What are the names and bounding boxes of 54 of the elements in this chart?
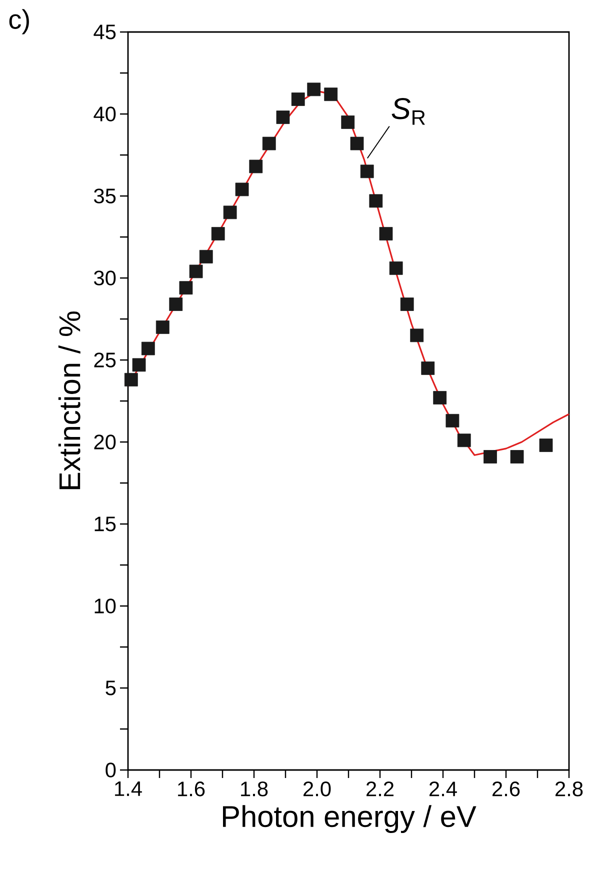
point [457, 434, 471, 448]
x-tick-label: 2.8 [556, 782, 583, 796]
point [199, 250, 213, 264]
point [124, 372, 138, 386]
point [350, 136, 364, 150]
y-tick-label: 0 [106, 762, 116, 778]
y-tick-label: 10 [94, 598, 116, 614]
y-tick-label: 5 [106, 680, 116, 696]
x-tick-label: 2.6 [492, 782, 520, 796]
y-tick-label: 40 [94, 106, 116, 122]
point [484, 450, 497, 464]
y-tick-label: 35 [94, 188, 116, 204]
text: c) [9, 9, 29, 34]
x-tick-label: 1.4 [115, 782, 142, 796]
x-tick-label: 2.2 [366, 782, 394, 796]
y-axis-title: Extinction / % [58, 312, 80, 490]
point [341, 115, 355, 129]
y-tick-label: 25 [94, 352, 116, 368]
point [189, 264, 203, 278]
y-tick-label: 15 [94, 516, 116, 532]
annotation: S$_{R}$ [392, 98, 425, 125]
x-tick-label: 2.4 [430, 782, 457, 796]
x-tick-label: 2.0 [304, 782, 331, 796]
point [433, 391, 447, 404]
point [141, 342, 155, 356]
y-tick-label: 20 [94, 434, 116, 450]
point [446, 414, 460, 428]
x-tick-label: 1.8 [241, 782, 268, 796]
point [179, 281, 193, 295]
point [223, 206, 237, 220]
x-axis-title: Photon energy / eV [223, 805, 476, 834]
point [132, 358, 146, 372]
point [421, 361, 435, 375]
point [211, 227, 225, 240]
y-tick-label: 30 [94, 270, 116, 286]
point [410, 328, 424, 342]
point [324, 88, 338, 102]
point [276, 110, 290, 124]
y-tick-label: 45 [94, 24, 116, 40]
point [369, 194, 383, 208]
point [539, 438, 553, 452]
point [235, 182, 249, 196]
x-tick-label: 1.6 [178, 782, 205, 796]
point [510, 450, 524, 464]
point [360, 164, 374, 178]
point [156, 320, 170, 334]
point [379, 227, 393, 240]
point [389, 261, 403, 275]
point [291, 92, 305, 106]
point [307, 82, 321, 96]
point [400, 298, 414, 311]
point [169, 298, 183, 311]
point [262, 136, 276, 150]
point [249, 160, 263, 174]
